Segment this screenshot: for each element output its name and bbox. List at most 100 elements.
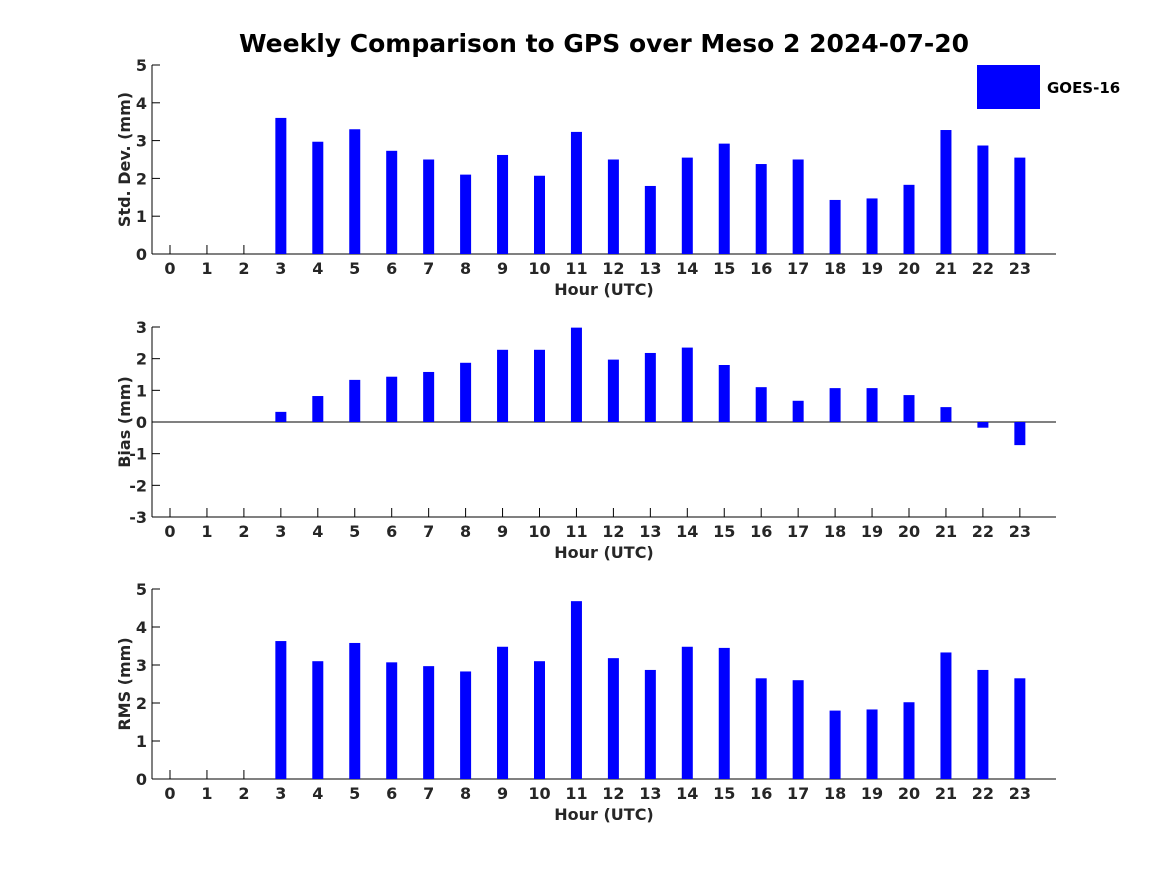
bias-bar [755, 387, 767, 422]
rms-bar [460, 671, 472, 779]
rms-y-tick-label: 1 [136, 732, 147, 751]
rms-x-tick-label: 0 [164, 784, 175, 803]
rms-x-tick-label: 23 [1009, 784, 1031, 803]
bias-bar [386, 376, 398, 422]
std-dev-bar [977, 145, 989, 254]
rms-bar [1014, 678, 1026, 779]
std-dev-x-tick-label: 1 [201, 259, 212, 278]
rms-x-tick-label: 4 [312, 784, 323, 803]
bias-x-tick-label: 2 [238, 522, 249, 541]
std-dev-x-label: Hour (UTC) [554, 280, 654, 299]
bias-bar [570, 327, 582, 422]
bias-bar [829, 388, 841, 422]
std-dev-x-tick-label: 22 [972, 259, 994, 278]
bias-x-tick-label: 12 [602, 522, 624, 541]
rms-bar [349, 642, 361, 779]
bias-bar [644, 352, 656, 422]
std-dev-bar [570, 131, 582, 254]
rms-x-tick-label: 1 [201, 784, 212, 803]
std-dev-x-tick-label: 16 [750, 259, 772, 278]
bias-bar [977, 422, 989, 428]
std-dev-bar [1014, 157, 1026, 254]
std-dev-x-tick-label: 19 [861, 259, 883, 278]
rms-x-tick-label: 11 [565, 784, 587, 803]
std-dev-x-tick-label: 20 [898, 259, 920, 278]
bias-y-tick-label: 0 [136, 413, 147, 432]
std-dev-x-tick-label: 18 [824, 259, 846, 278]
rms-x-tick-label: 18 [824, 784, 846, 803]
std-dev-x-tick-label: 13 [639, 259, 661, 278]
std-dev-y-tick-label: 1 [136, 207, 147, 226]
bias-bar [607, 359, 619, 422]
legend-label: GOES-16 [1047, 79, 1120, 97]
rms-x-tick-label: 22 [972, 784, 994, 803]
rms-x-label: Hour (UTC) [554, 805, 654, 824]
bias-x-label: Hour (UTC) [554, 543, 654, 562]
rms-x-tick-label: 8 [460, 784, 471, 803]
std-dev-x-tick-label: 6 [386, 259, 397, 278]
bias-x-tick-label: 8 [460, 522, 471, 541]
std-dev-x-tick-label: 15 [713, 259, 735, 278]
bias-y-tick-label: 1 [136, 381, 147, 400]
rms-x-tick-label: 3 [275, 784, 286, 803]
std-dev-x-tick-label: 9 [497, 259, 508, 278]
bias-bar [349, 379, 361, 422]
bias-x-tick-label: 1 [201, 522, 212, 541]
std-dev-x-tick-label: 7 [423, 259, 434, 278]
bias-bar [312, 396, 324, 422]
rms-bar [423, 666, 435, 779]
bias-bar [534, 349, 545, 422]
rms-bar [940, 652, 952, 779]
std-dev-bar [718, 143, 730, 254]
rms-x-tick-label: 19 [861, 784, 883, 803]
bias-bar [718, 365, 730, 422]
std-dev-y-tick-label: 4 [136, 94, 147, 113]
std-dev-y-label: Std. Dev. (mm) [115, 92, 134, 227]
bias-x-tick-label: 13 [639, 522, 661, 541]
bias-bar [903, 395, 915, 422]
std-dev-x-tick-label: 10 [528, 259, 550, 278]
bias-bar [275, 411, 287, 422]
rms-bar [866, 709, 878, 779]
bias-x-tick-label: 15 [713, 522, 735, 541]
rms-y-tick-label: 4 [136, 618, 147, 637]
std-dev-bar [607, 159, 619, 254]
rms-x-tick-label: 17 [787, 784, 809, 803]
bias-x-tick-label: 9 [497, 522, 508, 541]
bias-x-tick-label: 16 [750, 522, 772, 541]
bias-bar [1014, 422, 1026, 446]
bias-bar [792, 400, 804, 422]
bias-y-tick-label: 3 [136, 318, 147, 337]
std-dev-x-tick-label: 5 [349, 259, 360, 278]
rms-x-tick-label: 9 [497, 784, 508, 803]
std-dev-x-tick-label: 17 [787, 259, 809, 278]
std-dev-bar [275, 117, 287, 254]
std-dev-bar [829, 199, 841, 254]
std-dev-x-tick-label: 23 [1009, 259, 1031, 278]
std-dev-x-tick-label: 21 [935, 259, 957, 278]
std-dev-y-tick-label: 0 [136, 245, 147, 264]
std-dev-y-tick-label: 2 [136, 169, 147, 188]
bias-bar [497, 349, 509, 422]
bias-x-tick-label: 18 [824, 522, 846, 541]
rms-bar [275, 641, 287, 779]
bias-x-tick-label: 14 [676, 522, 698, 541]
std-dev-bar [866, 198, 878, 254]
std-dev-y-tick-label: 5 [136, 56, 147, 75]
std-dev-y-tick-label: 3 [136, 132, 147, 151]
bias-x-tick-label: 19 [861, 522, 883, 541]
rms-x-tick-label: 15 [713, 784, 735, 803]
rms-bar [644, 669, 656, 779]
std-dev-bar [534, 175, 545, 254]
bias-bar [681, 347, 693, 422]
rms-x-tick-label: 21 [935, 784, 957, 803]
bias-x-tick-label: 20 [898, 522, 920, 541]
std-dev-x-tick-label: 14 [676, 259, 698, 278]
rms-x-tick-label: 10 [528, 784, 550, 803]
rms-y-tick-label: 3 [136, 656, 147, 675]
bias-bar [866, 388, 878, 422]
bias-x-tick-label: 7 [423, 522, 434, 541]
